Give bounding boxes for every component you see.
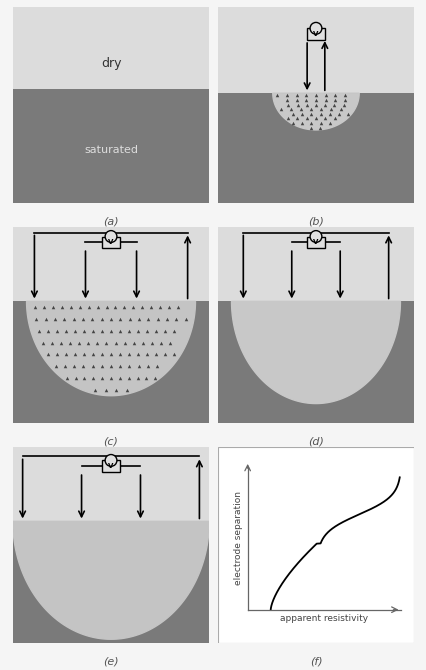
Bar — [13, 226, 209, 302]
Bar — [102, 460, 120, 472]
Polygon shape — [231, 302, 400, 403]
Bar — [217, 7, 413, 93]
Text: dry: dry — [101, 57, 121, 70]
Bar — [217, 226, 413, 302]
Text: (f): (f) — [309, 657, 322, 667]
Text: V: V — [313, 239, 318, 245]
Circle shape — [105, 230, 117, 243]
Text: (b): (b) — [307, 217, 323, 227]
Y-axis label: electrode separation: electrode separation — [234, 491, 243, 585]
Polygon shape — [272, 93, 358, 130]
Polygon shape — [13, 521, 209, 639]
X-axis label: apparent resistivity: apparent resistivity — [280, 614, 368, 623]
Text: (a): (a) — [103, 217, 118, 227]
Bar — [102, 237, 120, 249]
Bar — [306, 28, 324, 40]
Polygon shape — [26, 302, 195, 396]
Circle shape — [309, 22, 321, 34]
Text: (e): (e) — [103, 657, 118, 667]
Text: V: V — [108, 239, 113, 245]
Text: V: V — [108, 464, 113, 469]
Circle shape — [105, 454, 117, 466]
Text: saturated: saturated — [84, 145, 138, 155]
Text: (d): (d) — [307, 437, 323, 447]
Circle shape — [309, 230, 321, 243]
Text: (c): (c) — [104, 437, 118, 447]
Bar — [306, 237, 324, 249]
Bar — [13, 7, 209, 89]
Text: V: V — [313, 31, 318, 38]
Bar — [13, 447, 209, 521]
